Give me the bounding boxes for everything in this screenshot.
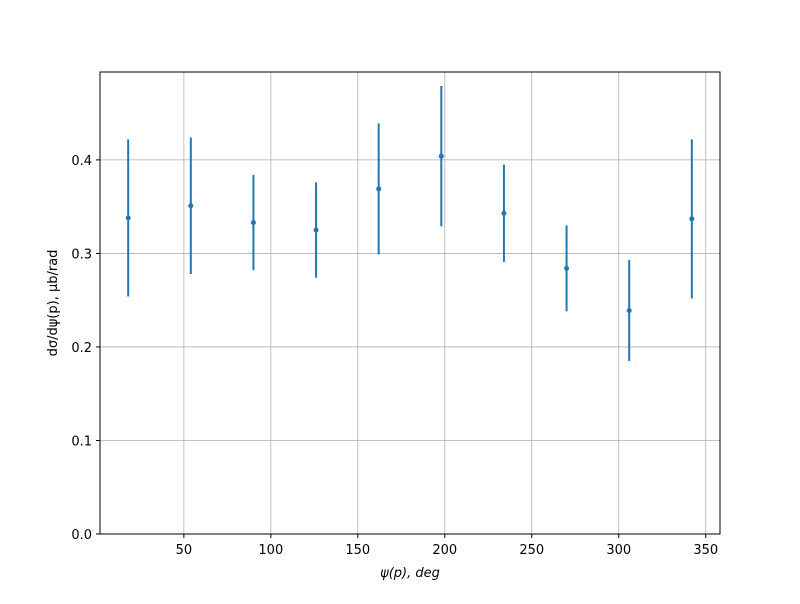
data-point [250,220,256,226]
y-tick-label: 0.0 [71,528,92,543]
x-tick-label: 100 [258,543,283,558]
x-tick-label: 350 [693,543,718,558]
data-point [501,210,507,216]
y-tick-label: 0.2 [71,341,92,356]
data-point [188,203,194,209]
data-point [438,153,444,159]
data-point [689,216,695,222]
y-axis-label: dσ/dψ(p), μb/rad [46,250,61,357]
data-point [376,186,382,192]
data-point [564,265,570,271]
plot-frame [99,71,721,535]
x-tick-label: 300 [606,543,631,558]
x-tick-label: 250 [519,543,544,558]
x-tick-label: 150 [345,543,370,558]
y-tick-label: 0.1 [71,434,92,449]
y-tick-label: 0.4 [71,154,92,169]
x-axis-label: ψ(p), deg [380,566,440,581]
x-tick-label: 200 [432,543,457,558]
data-point [626,307,632,313]
data-point [125,215,131,221]
y-tick-label: 0.3 [71,247,92,262]
data-point [313,227,319,233]
x-tick-label: 50 [176,543,193,558]
